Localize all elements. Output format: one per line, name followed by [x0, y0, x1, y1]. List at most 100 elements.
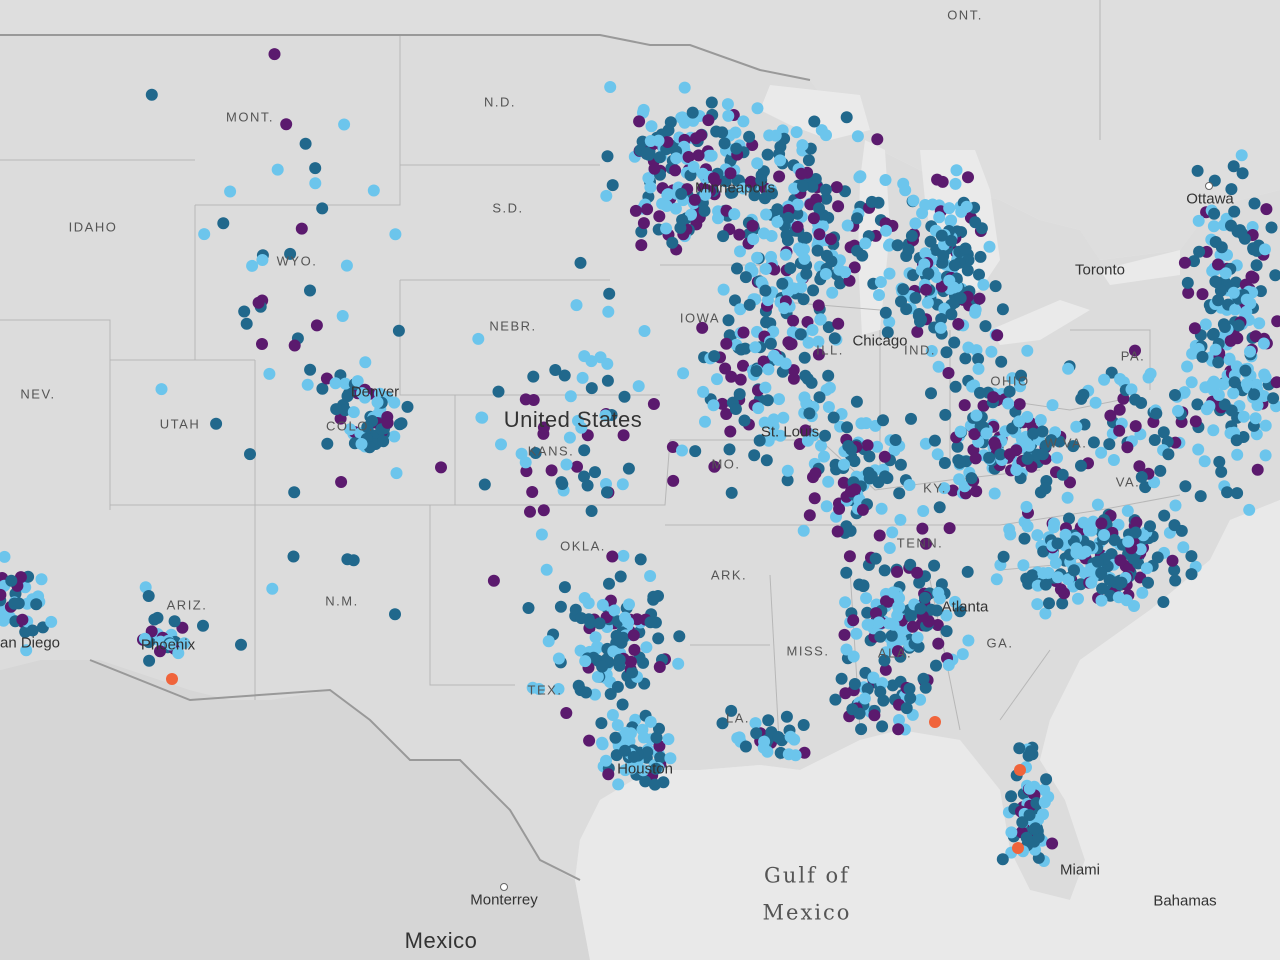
- location-marker[interactable]: [841, 219, 854, 232]
- location-marker[interactable]: [720, 337, 733, 350]
- location-marker[interactable]: [962, 634, 975, 647]
- location-marker[interactable]: [784, 262, 797, 275]
- location-marker[interactable]: [583, 734, 596, 747]
- location-marker[interactable]: [675, 187, 688, 200]
- location-marker[interactable]: [943, 522, 956, 535]
- location-marker[interactable]: [692, 149, 705, 162]
- location-marker[interactable]: [1085, 524, 1098, 537]
- location-marker[interactable]: [1038, 796, 1051, 809]
- location-marker[interactable]: [627, 629, 640, 642]
- location-marker[interactable]: [760, 316, 773, 329]
- location-marker[interactable]: [904, 558, 917, 571]
- location-marker[interactable]: [591, 670, 604, 683]
- location-marker[interactable]: [819, 268, 832, 280]
- location-marker[interactable]: [751, 157, 764, 170]
- location-marker[interactable]: [1045, 434, 1058, 447]
- location-marker[interactable]: [925, 387, 937, 400]
- location-marker[interactable]: [172, 647, 185, 660]
- location-marker[interactable]: [1259, 243, 1271, 256]
- location-marker[interactable]: [863, 450, 876, 463]
- location-marker[interactable]: [616, 478, 629, 491]
- location-marker[interactable]: [932, 637, 945, 650]
- location-marker[interactable]: [842, 440, 855, 452]
- location-marker[interactable]: [1225, 183, 1238, 196]
- location-marker[interactable]: [796, 139, 809, 152]
- location-marker[interactable]: [1231, 487, 1244, 500]
- location-marker[interactable]: [347, 406, 360, 419]
- location-marker[interactable]: [540, 563, 553, 576]
- location-marker[interactable]: [948, 336, 961, 349]
- location-marker[interactable]: [478, 478, 491, 491]
- location-marker[interactable]: [811, 244, 824, 257]
- location-marker[interactable]: [731, 262, 743, 275]
- location-marker[interactable]: [757, 227, 770, 240]
- location-marker[interactable]: [301, 378, 314, 391]
- location-marker[interactable]: [341, 390, 354, 403]
- location-marker[interactable]: [851, 212, 864, 225]
- location-marker[interactable]: [725, 486, 738, 499]
- location-marker[interactable]: [678, 81, 691, 94]
- location-marker[interactable]: [1059, 528, 1072, 541]
- location-marker[interactable]: [335, 476, 348, 488]
- location-marker[interactable]: [734, 303, 747, 316]
- location-marker[interactable]: [860, 592, 873, 605]
- location-marker[interactable]: [381, 416, 394, 429]
- location-marker[interactable]: [1245, 270, 1258, 283]
- location-marker[interactable]: [748, 189, 761, 202]
- location-marker[interactable]: [1087, 436, 1100, 449]
- location-marker[interactable]: [304, 284, 316, 297]
- location-marker[interactable]: [902, 243, 915, 256]
- location-marker[interactable]: [579, 655, 592, 668]
- location-marker[interactable]: [851, 130, 864, 143]
- location-marker[interactable]: [808, 115, 821, 128]
- location-marker[interactable]: [705, 149, 718, 162]
- location-marker[interactable]: [875, 502, 888, 515]
- location-marker[interactable]: [797, 524, 810, 537]
- location-marker[interactable]: [974, 386, 986, 399]
- location-marker[interactable]: [1039, 482, 1052, 495]
- location-marker[interactable]: [1036, 425, 1049, 438]
- location-marker[interactable]: [660, 222, 673, 235]
- location-marker[interactable]: [601, 374, 614, 387]
- location-marker[interactable]: [1056, 468, 1069, 481]
- location-marker[interactable]: [844, 524, 857, 537]
- location-marker[interactable]: [708, 460, 721, 473]
- location-marker[interactable]: [874, 685, 887, 698]
- location-marker[interactable]: [855, 723, 868, 736]
- location-marker[interactable]: [765, 250, 777, 263]
- location-marker[interactable]: [1231, 225, 1244, 238]
- location-marker[interactable]: [1133, 460, 1146, 473]
- location-marker[interactable]: [1125, 383, 1138, 396]
- location-marker[interactable]: [914, 693, 927, 706]
- location-marker[interactable]: [1177, 541, 1190, 554]
- location-marker[interactable]: [145, 88, 158, 101]
- location-marker[interactable]: [920, 283, 933, 296]
- location-marker[interactable]: [991, 329, 1004, 342]
- location-marker[interactable]: [965, 472, 978, 485]
- location-marker[interactable]: [596, 660, 609, 673]
- location-marker[interactable]: [794, 328, 807, 341]
- location-marker[interactable]: [1270, 376, 1280, 389]
- location-marker[interactable]: [831, 525, 844, 538]
- location-marker[interactable]: [1115, 576, 1128, 589]
- location-marker[interactable]: [1196, 288, 1209, 301]
- location-marker[interactable]: [623, 598, 635, 611]
- location-marker[interactable]: [1193, 245, 1206, 258]
- location-marker[interactable]: [734, 245, 746, 258]
- location-marker[interactable]: [1054, 583, 1067, 596]
- location-marker[interactable]: [962, 171, 974, 184]
- location-marker[interactable]: [677, 367, 690, 380]
- location-marker[interactable]: [768, 428, 781, 441]
- location-marker[interactable]: [850, 395, 863, 408]
- location-marker[interactable]: [1005, 790, 1018, 803]
- location-marker[interactable]: [389, 608, 401, 621]
- location-marker[interactable]: [771, 203, 784, 216]
- location-marker[interactable]: [1026, 569, 1039, 582]
- location-marker[interactable]: [827, 411, 840, 424]
- location-marker[interactable]: [168, 615, 181, 628]
- location-marker[interactable]: [730, 142, 743, 155]
- location-marker[interactable]: [487, 574, 500, 587]
- location-marker[interactable]: [829, 693, 842, 706]
- location-marker[interactable]: [973, 292, 986, 305]
- location-marker[interactable]: [589, 631, 602, 644]
